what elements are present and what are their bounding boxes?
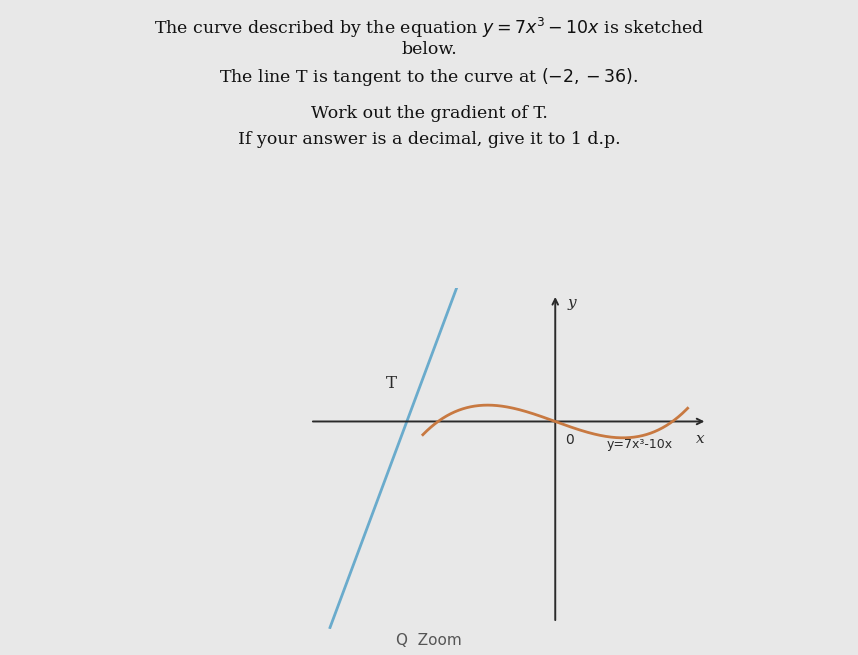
Text: 0: 0 xyxy=(565,434,574,447)
Text: below.: below. xyxy=(402,41,456,58)
Text: T: T xyxy=(385,375,396,392)
Text: The curve described by the equation $y = 7x^3 - 10x$ is sketched: The curve described by the equation $y =… xyxy=(154,16,704,41)
Text: Work out the gradient of T.: Work out the gradient of T. xyxy=(311,105,547,122)
Text: y: y xyxy=(568,295,577,310)
Text: y=7x³-10x: y=7x³-10x xyxy=(607,438,673,451)
Text: Q  Zoom: Q Zoom xyxy=(396,633,462,648)
Text: If your answer is a decimal, give it to 1 d.p.: If your answer is a decimal, give it to … xyxy=(238,131,620,148)
Text: x: x xyxy=(696,432,704,446)
Text: The line T is tangent to the curve at $(-2, -36)$.: The line T is tangent to the curve at $(… xyxy=(220,66,638,88)
